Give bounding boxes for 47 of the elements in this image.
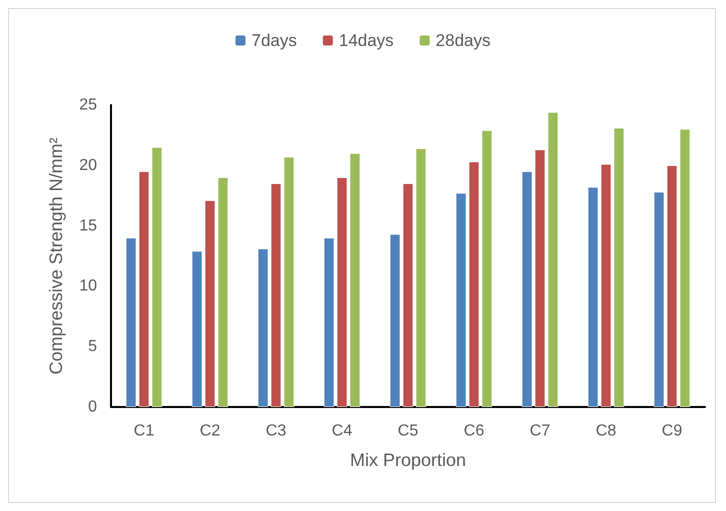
x-tick-label: C2: [200, 422, 220, 440]
bar: [402, 184, 414, 407]
bar: [600, 164, 612, 407]
y-tick-label: 10: [79, 278, 98, 295]
bar: [192, 251, 202, 407]
bar: [258, 248, 268, 407]
bar: [482, 130, 492, 407]
bar: [218, 177, 228, 407]
legend-label: 7days: [252, 31, 297, 50]
bar: [680, 129, 690, 407]
bar: [204, 200, 216, 407]
bar: [456, 193, 466, 407]
y-tick-label: 15: [79, 217, 98, 234]
y-tick-label: 20: [79, 156, 98, 174]
x-tick-label: C5: [398, 422, 418, 440]
legend-label: 14days: [338, 31, 394, 50]
bar: [614, 128, 624, 407]
bar: [522, 171, 532, 407]
bar: [534, 150, 546, 407]
x-tick-label: C9: [662, 422, 682, 440]
x-tick-label: C1: [134, 422, 154, 440]
bar: [284, 156, 294, 407]
bar: [548, 112, 558, 407]
x-tick-label: C7: [530, 422, 550, 440]
bar: [416, 148, 426, 407]
y-tick-label: 25: [79, 96, 98, 114]
bar: [138, 171, 150, 407]
bar: [390, 234, 400, 407]
x-axis-title: Mix Proportion: [350, 450, 466, 470]
y-tick-label: 0: [88, 398, 98, 416]
legend-label: 28days: [436, 31, 491, 50]
x-tick-label: C3: [266, 422, 286, 440]
bar: [270, 184, 282, 407]
bar: [324, 238, 334, 407]
bar: [654, 192, 664, 407]
bar: [666, 165, 678, 407]
bar: [152, 147, 162, 407]
bar: [588, 187, 598, 407]
x-tick-label: C8: [596, 422, 616, 440]
y-axis-title: Compressive Strength N/mm²: [46, 137, 66, 375]
bar: [468, 162, 480, 407]
bar: [350, 153, 360, 407]
bar: [126, 238, 136, 407]
x-tick-label: C4: [332, 422, 352, 440]
y-tick-label: 5: [88, 338, 98, 356]
bar: [336, 177, 348, 407]
x-tick-label: C6: [464, 422, 484, 440]
